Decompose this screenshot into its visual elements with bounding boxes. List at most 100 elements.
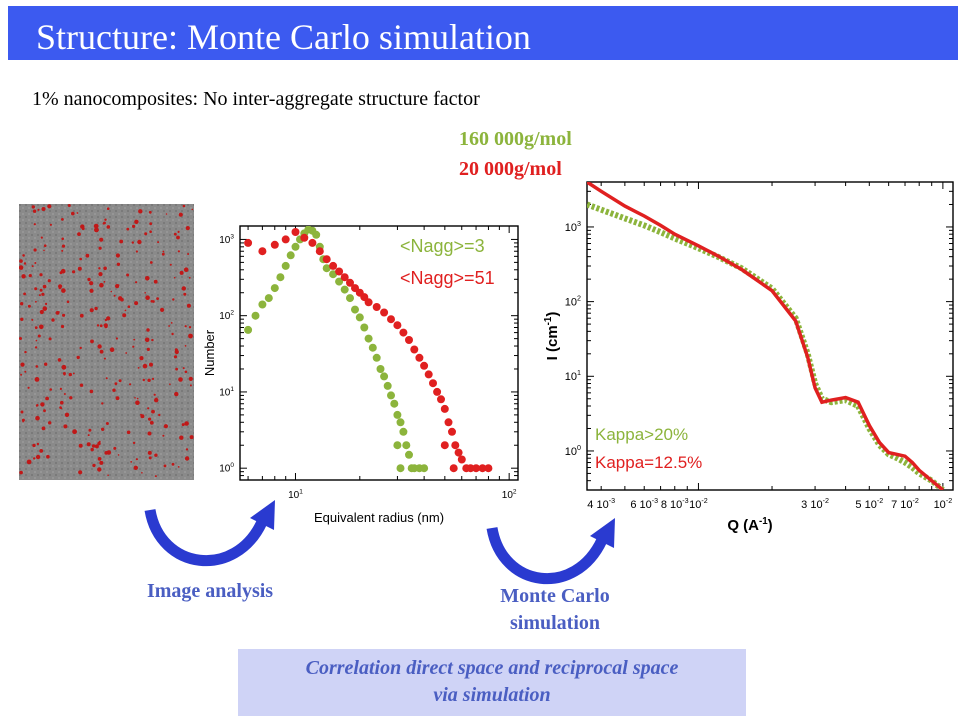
- data-point: [258, 300, 267, 309]
- data-point: [440, 441, 449, 450]
- tem-micrograph-image: [19, 204, 194, 480]
- data-point: [433, 387, 442, 396]
- x-tick-label: 10-2: [934, 497, 953, 511]
- x-tick-label: 6 10-3: [630, 497, 658, 511]
- data-point: [393, 441, 402, 450]
- data-point: [420, 361, 429, 370]
- x-tick-label: 7 10-2: [891, 497, 919, 511]
- y-tick-label: 101: [219, 386, 234, 399]
- data-point: [276, 273, 285, 282]
- data-point: [244, 238, 253, 247]
- plot-frame: [586, 181, 954, 491]
- slide-title: Structure: Monte Carlo simulation: [36, 17, 531, 57]
- x-axis-label: Q (A-1): [727, 516, 772, 534]
- data-point: [410, 345, 419, 354]
- y-tick-label: 100: [565, 444, 581, 458]
- x-tick-label: 101: [288, 489, 303, 502]
- x-tick-label: 8 10-3: [661, 497, 689, 511]
- data-point: [393, 410, 402, 419]
- monte-carlo-label-line2: simulation: [509, 612, 601, 634]
- correlation-text: Correlation direct space and reciprocal …: [238, 655, 746, 709]
- data-point: [329, 270, 338, 279]
- curved-arrow-icon: [486, 518, 615, 585]
- data-point: [437, 395, 445, 404]
- data-point: [372, 353, 381, 362]
- data-point: [405, 450, 413, 459]
- data-point: [340, 273, 349, 282]
- slide-subtitle: 1% nanocomposites: No inter-aggregate st…: [32, 88, 480, 110]
- data-point: [351, 305, 359, 314]
- legend-entry: <Nagg>=3: [400, 236, 485, 256]
- x-tick-label: 4 10-3: [587, 497, 615, 511]
- data-point: [429, 379, 437, 388]
- data-point: [335, 267, 344, 276]
- legend-entry: Kappa>20%: [595, 425, 688, 444]
- x-tick-label: 5 10-2: [855, 497, 883, 511]
- monte-carlo-label: Monte Carlo simulation: [470, 583, 640, 637]
- data-point: [300, 233, 309, 242]
- y-tick-label: 102: [219, 310, 234, 323]
- curved-arrow-icon: [144, 500, 275, 567]
- data-point: [244, 325, 253, 334]
- data-point: [478, 464, 487, 473]
- molecular-weight-red: 20 000g/mol: [459, 158, 562, 180]
- data-point: [472, 464, 481, 473]
- data-point: [444, 418, 453, 427]
- data-point: [380, 308, 389, 317]
- data-point: [322, 264, 331, 273]
- data-point: [355, 313, 364, 322]
- data-point: [440, 404, 449, 413]
- correlation-line1: Correlation direct space and reciprocal …: [305, 657, 679, 679]
- data-point: [383, 381, 392, 390]
- data-point: [312, 230, 321, 239]
- data-point: [415, 353, 424, 362]
- data-point: [484, 464, 493, 473]
- legend-entry: Kappa=12.5%: [595, 453, 702, 472]
- legend-entry: <Nagg>=51: [400, 268, 495, 288]
- data-point: [396, 464, 405, 473]
- data-point: [396, 418, 405, 427]
- x-tick-label: 10-2: [689, 497, 708, 511]
- data-point: [387, 391, 395, 400]
- data-point: [281, 261, 290, 270]
- data-point: [251, 311, 260, 320]
- x-tick-label: 102: [502, 489, 517, 502]
- data-point: [322, 255, 331, 264]
- data-point: [399, 328, 408, 337]
- data-point: [380, 372, 389, 381]
- data-point: [376, 365, 385, 373]
- x-tick-label: 3 10-2: [801, 497, 829, 511]
- correlation-box: Correlation direct space and reciprocal …: [238, 649, 746, 716]
- data-point: [346, 278, 354, 287]
- size-distribution-chart: 101 102 100 101 102 103 <Nagg>=3 <Nagg>=51 Equiv…: [202, 225, 519, 525]
- data-point: [390, 399, 399, 408]
- data-point: [308, 238, 317, 247]
- data-point: [448, 427, 456, 436]
- correlation-line2: via simulation: [433, 684, 551, 706]
- data-point: [451, 441, 460, 450]
- series-line: [587, 201, 945, 490]
- data-point: [270, 240, 279, 249]
- data-point: [424, 370, 433, 379]
- data-point: [258, 247, 267, 256]
- data-point: [454, 448, 463, 457]
- data-point: [402, 441, 411, 450]
- data-point: [364, 298, 373, 307]
- title-bar: Structure: Monte Carlo simulation: [8, 6, 958, 60]
- y-axis-label: I (cm-1): [543, 312, 561, 361]
- data-point: [364, 334, 373, 343]
- y-tick-label: 103: [565, 220, 581, 234]
- data-point: [264, 294, 273, 303]
- data-point: [329, 261, 338, 270]
- data-point: [291, 242, 300, 251]
- data-point: [405, 336, 413, 344]
- data-point: [360, 323, 369, 332]
- series-line: [587, 182, 945, 490]
- data-point: [340, 285, 349, 294]
- data-point: [466, 464, 475, 473]
- data-point: [420, 464, 429, 473]
- data-point: [270, 284, 279, 293]
- y-tick-label: 100: [219, 462, 234, 475]
- data-point: [393, 321, 402, 330]
- y-axis-label: Number: [202, 329, 217, 376]
